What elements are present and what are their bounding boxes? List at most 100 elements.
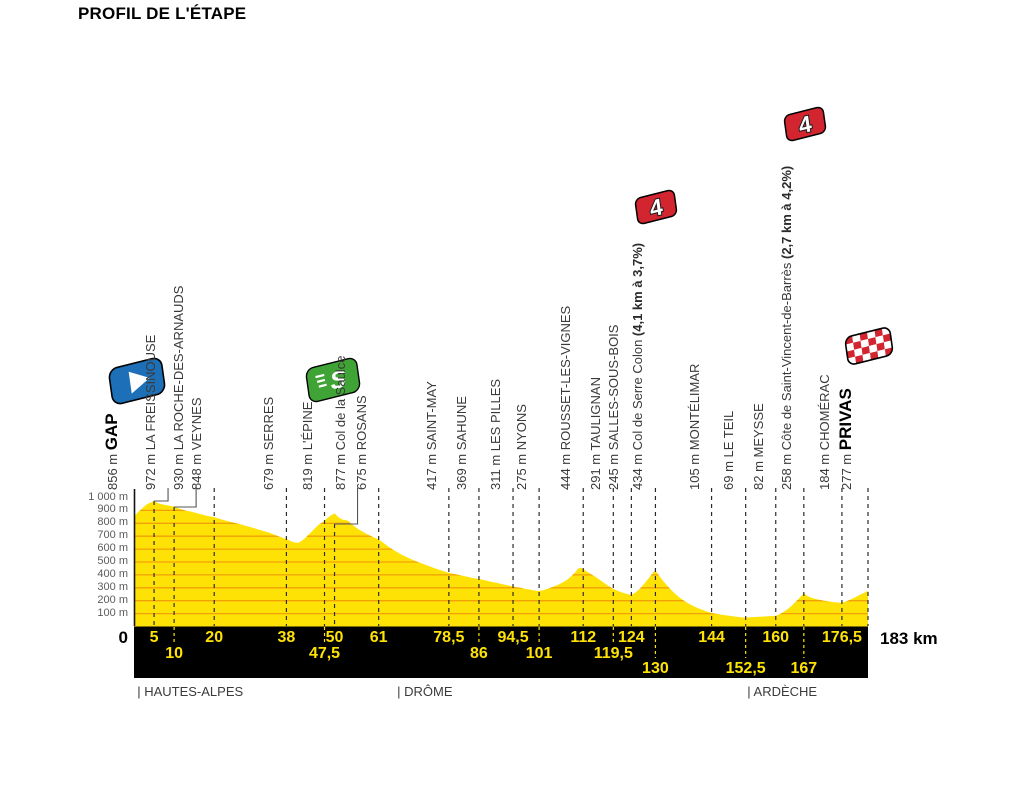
elevation-axis-label: 500 m: [97, 555, 128, 567]
waypoint-elevation: 245 m: [606, 450, 622, 490]
waypoint-name: PRIVAS: [836, 388, 855, 451]
waypoint-name: NYONS: [514, 404, 530, 451]
waypoint-label: 277 m PRIVAS: [836, 388, 856, 490]
label-elbow-connector: [174, 488, 197, 508]
km-tick-label: 94,5: [497, 629, 529, 646]
waypoint-elevation: 972 m: [143, 450, 159, 490]
climb-gradient-info: (2,7 km à 4,2%): [778, 165, 794, 263]
depart-flag-icon: [108, 357, 166, 405]
km-tick-label: 10: [165, 645, 183, 662]
elevation-axis-label: 600 m: [97, 542, 128, 555]
waypoint-elevation: 856 m: [105, 450, 120, 490]
waypoint-label: 856 m GAP: [102, 413, 122, 490]
elevation-axis-label: 100 m: [97, 606, 128, 619]
waypoint-name: ROUSSET-LES-VIGNES: [558, 305, 574, 451]
waypoint-elevation: 434 m: [630, 450, 646, 490]
finish-flag-icon: [844, 326, 894, 366]
waypoint-elevation: 444 m: [558, 450, 574, 490]
waypoint-elevation: 679 m: [261, 450, 277, 490]
waypoint-elevation: 369 m: [453, 450, 469, 490]
waypoint-name: ROSANS: [353, 395, 369, 451]
km-tick-label: 20: [205, 629, 224, 646]
waypoint-label: 675 m ROSANS: [354, 395, 370, 490]
waypoint-label: 82 m MEYSSE: [751, 403, 767, 490]
waypoint-label: 311 m LES PILLES: [488, 379, 504, 490]
waypoint-elevation: 291 m: [588, 450, 604, 490]
km-tick-label: 101: [525, 645, 553, 662]
waypoint-label: 679 m SERRES: [261, 397, 277, 490]
waypoint-elevation: 877 m: [332, 450, 348, 490]
waypoint-label: 291 m TAULIGNAN: [588, 377, 604, 490]
km-tick-label: 112: [570, 629, 597, 646]
elevation-axis-label: 200 m: [97, 593, 128, 606]
waypoint-label: 245 m SALLES-SOUS-BOIS: [606, 325, 622, 490]
waypoint-label: 972 m LA FREISSINOUSE: [143, 335, 159, 490]
waypoint-label: 184 m CHOMÉRAC: [817, 374, 833, 490]
waypoint-elevation: 675 m: [353, 450, 369, 490]
category-4-climb-icon: 4: [783, 106, 827, 142]
waypoint-name: SERRES: [261, 396, 277, 451]
km-tick-label: 176,5: [821, 629, 862, 646]
elevation-axis-label: 300 m: [97, 580, 128, 593]
elevation-axis-label: 800 m: [97, 516, 128, 529]
waypoint-label: 848 m VEYNES: [189, 398, 205, 491]
elevation-axis-label: 1 000 m: [88, 490, 128, 503]
department-label: | ARDÈCHE: [747, 684, 818, 699]
waypoint-elevation: 848 m: [189, 450, 205, 490]
km-tick-label: 119,5: [593, 645, 633, 662]
waypoint-elevation: 311 m: [488, 451, 504, 490]
category-4-climb-icon: 4: [634, 189, 678, 225]
waypoint-label: 258 m Côte de Saint-Vincent-de-Barrès (2…: [779, 166, 795, 490]
km-tick-label: 38: [277, 629, 296, 646]
waypoint-elevation: 930 m: [171, 450, 187, 490]
department-label: | DRÔME: [397, 684, 453, 699]
waypoint-name: GAP: [102, 413, 121, 451]
elevation-axis-label: 900 m: [97, 503, 128, 516]
waypoint-elevation: 82 m: [750, 457, 766, 490]
svg-text:4: 4: [797, 110, 813, 139]
waypoint-name: LES PILLES: [488, 378, 504, 452]
waypoint-name: SAINT-MAY: [423, 381, 439, 451]
waypoint-elevation: 275 m: [514, 450, 530, 490]
waypoint-name: Côte de Saint-Vincent-de-Barrès: [778, 262, 794, 451]
department-label: | HAUTES-ALPES: [137, 684, 244, 699]
waypoint-elevation: 819 m: [299, 450, 315, 490]
waypoint-name: MEYSSE: [750, 403, 766, 458]
waypoint-label: 69 m LE TEIL: [721, 411, 737, 490]
svg-text:4: 4: [648, 193, 664, 222]
km-tick-label: 124: [617, 629, 645, 646]
km-tick-label: 5: [149, 629, 159, 646]
climb-gradient-info: (4,1 km à 3,7%): [630, 242, 646, 340]
svg-text:S: S: [328, 365, 347, 396]
label-elbow-connector: [154, 488, 169, 502]
waypoint-name: L'ÉPINE: [299, 401, 315, 451]
km-tick-label: 50: [325, 629, 344, 646]
waypoint-name: Col de Serre Colon: [630, 339, 646, 451]
waypoint-elevation: 69 m: [720, 457, 736, 490]
waypoint-name: SALLES-SOUS-BOIS: [606, 324, 622, 451]
km-tick-label: 144: [698, 629, 725, 646]
waypoint-label: 444 m ROUSSET-LES-VIGNES: [558, 306, 574, 490]
waypoint-elevation: 417 m: [423, 450, 439, 490]
waypoint-name: TAULIGNAN: [588, 377, 604, 451]
waypoint-label: 369 m SAHUNE: [454, 396, 470, 490]
waypoint-name: VEYNES: [189, 397, 205, 451]
intermediate-sprint-icon: S: [305, 357, 361, 403]
km-tick-label: 86: [470, 645, 488, 662]
km-start-label: 0: [118, 628, 128, 647]
km-total-label: 183 km: [880, 629, 938, 648]
waypoint-elevation: 105 m: [686, 450, 702, 490]
km-tick-label: 130: [642, 660, 669, 677]
km-tick-label: 47,5: [308, 645, 341, 662]
km-tick-label: 61: [369, 629, 388, 646]
km-tick-label: 160: [762, 629, 790, 646]
waypoint-name: LE TEIL: [720, 410, 736, 458]
stage-profile-area: [134, 501, 868, 627]
waypoint-label: 275 m NYONS: [514, 404, 530, 490]
km-tick-label: 78,5: [433, 629, 465, 646]
waypoint-name: CHOMÉRAC: [816, 374, 832, 451]
waypoint-name: MONTÉLIMAR: [686, 363, 702, 451]
waypoint-label: 819 m L'ÉPINE: [300, 402, 316, 490]
